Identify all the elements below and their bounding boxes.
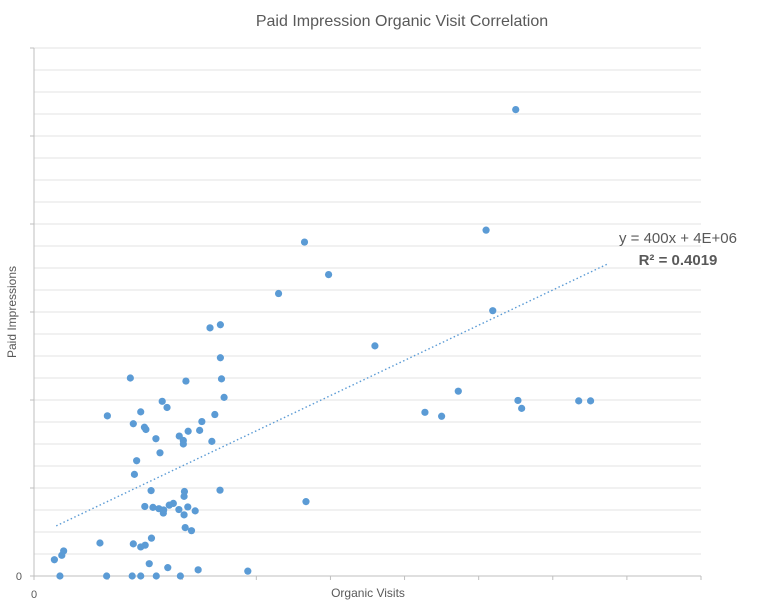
- data-point: [141, 502, 149, 511]
- data-point: [575, 397, 583, 405]
- data-point: [129, 420, 137, 428]
- data-point: [421, 408, 429, 416]
- data-point: [147, 534, 156, 542]
- data-point: [274, 289, 283, 298]
- data-point: [220, 393, 228, 401]
- data-point: [137, 543, 145, 551]
- data-point: [454, 387, 462, 395]
- data-point: [137, 572, 145, 580]
- data-point: [145, 560, 153, 568]
- data-point: [179, 440, 187, 448]
- data-point: [152, 435, 160, 443]
- data-point: [147, 487, 155, 495]
- data-point: [181, 524, 189, 532]
- data-point: [103, 572, 111, 580]
- data-point: [103, 412, 111, 420]
- data-point: [489, 307, 497, 315]
- data-point: [163, 403, 171, 412]
- gridlines: [34, 47, 701, 555]
- data-point: [180, 511, 188, 519]
- y-axis-label: Paid Impressions: [5, 266, 19, 358]
- data-point: [191, 507, 199, 515]
- data-point: [482, 226, 490, 234]
- data-point: [96, 539, 104, 547]
- data-point: [128, 572, 136, 580]
- x-tick-label-0: 0: [31, 589, 37, 601]
- data-point: [164, 564, 172, 572]
- data-point: [244, 567, 252, 575]
- trendline-r-squared: R² = 0.4019: [639, 252, 718, 269]
- data-point: [187, 527, 196, 535]
- data-point: [142, 425, 150, 434]
- data-point: [158, 397, 166, 405]
- data-point: [208, 437, 216, 445]
- data-point: [211, 410, 219, 419]
- data-point: [129, 540, 137, 548]
- data-point: [324, 271, 333, 279]
- data-point: [518, 404, 526, 412]
- data-point: [216, 486, 224, 494]
- data-point: [160, 506, 168, 514]
- data-point: [514, 396, 522, 405]
- data-point: [56, 572, 64, 580]
- data-point: [184, 427, 192, 435]
- data-point: [300, 238, 309, 246]
- data-point: [198, 417, 206, 426]
- data-point: [50, 556, 58, 564]
- data-point: [196, 426, 204, 434]
- data-point: [194, 566, 202, 574]
- data-point: [176, 572, 184, 580]
- data-point: [184, 503, 192, 511]
- data-point: [512, 106, 520, 114]
- data-point: [175, 505, 183, 514]
- trendline-equation: y = 400x + 4E+06: [619, 230, 737, 247]
- data-point: [156, 449, 164, 457]
- data-point: [130, 470, 139, 478]
- trendline-group: [55, 262, 609, 527]
- chart-title: Paid Impression Organic Visit Correlatio…: [256, 13, 548, 30]
- data-point: [165, 501, 173, 509]
- data-point: [302, 498, 310, 506]
- data-point: [60, 547, 68, 555]
- data-point: [133, 457, 141, 465]
- data-point: [206, 324, 214, 332]
- data-point: [137, 408, 145, 416]
- data-point: [126, 374, 134, 382]
- trendline: [55, 262, 609, 527]
- data-point: [180, 487, 189, 496]
- data-point: [182, 377, 190, 385]
- data-point: [586, 397, 595, 405]
- data-point: [152, 572, 160, 580]
- data-point: [216, 354, 224, 362]
- y-tick-label-0: 0: [16, 571, 22, 583]
- data-point: [149, 503, 157, 511]
- data-point: [217, 375, 226, 383]
- x-axis-label: Organic Visits: [331, 586, 405, 600]
- axes: [30, 47, 702, 580]
- data-point: [216, 321, 224, 329]
- data-point: [371, 342, 379, 350]
- data-point: [438, 412, 446, 420]
- data-points: [50, 106, 595, 580]
